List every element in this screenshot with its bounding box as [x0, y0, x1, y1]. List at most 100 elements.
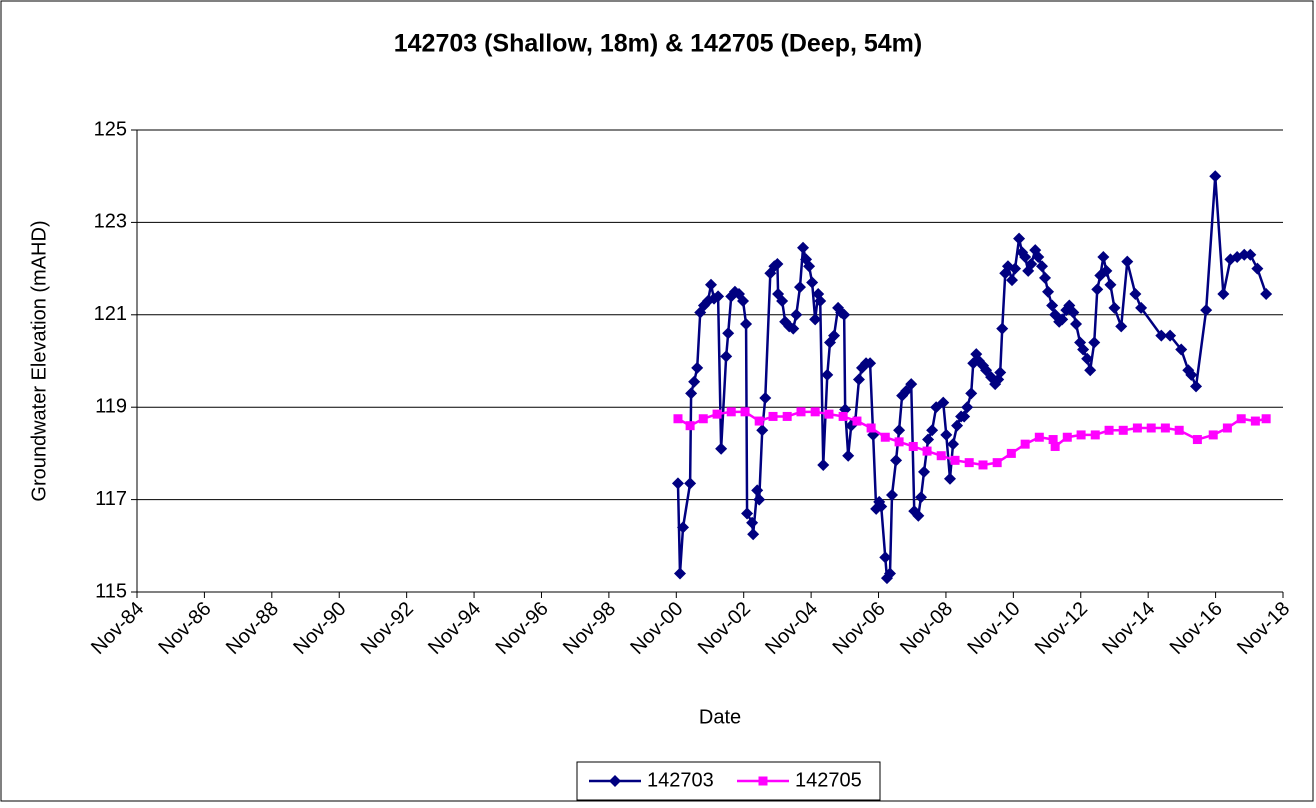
- marker: [809, 313, 822, 326]
- marker: [883, 567, 896, 580]
- marker: [677, 521, 690, 534]
- marker: [965, 387, 978, 400]
- y-tick-label: 123: [94, 211, 127, 233]
- marker: [996, 322, 1009, 335]
- marker: [671, 477, 684, 490]
- marker: [875, 500, 888, 513]
- marker: [1224, 253, 1237, 266]
- marker: [726, 407, 736, 417]
- marker: [879, 551, 892, 564]
- marker: [852, 373, 865, 386]
- marker: [740, 407, 750, 417]
- marker: [722, 327, 735, 340]
- marker: [964, 458, 974, 468]
- marker: [926, 424, 939, 437]
- marker: [1050, 441, 1060, 451]
- marker: [712, 290, 725, 303]
- marker: [1070, 318, 1083, 331]
- marker: [842, 449, 855, 462]
- marker: [951, 419, 964, 432]
- legend-label: 142705: [795, 769, 862, 791]
- marker: [1077, 343, 1090, 356]
- marker: [1009, 262, 1022, 275]
- marker: [1250, 416, 1260, 426]
- marker: [1076, 430, 1086, 440]
- marker: [737, 294, 750, 307]
- y-tick-label: 125: [94, 118, 127, 140]
- marker: [1013, 232, 1026, 245]
- marker: [1056, 313, 1069, 326]
- marker: [698, 414, 708, 424]
- marker: [937, 396, 950, 409]
- marker: [1238, 248, 1251, 261]
- marker: [1236, 414, 1246, 424]
- marker: [1200, 304, 1213, 317]
- x-axis-label: Date: [699, 706, 741, 728]
- marker: [685, 421, 695, 431]
- marker: [978, 460, 988, 470]
- marker: [796, 407, 806, 417]
- marker: [771, 257, 784, 270]
- y-tick-label: 119: [95, 395, 127, 417]
- marker: [705, 278, 718, 291]
- marker: [1091, 283, 1104, 296]
- marker: [803, 260, 816, 273]
- marker: [894, 437, 904, 447]
- marker: [814, 294, 827, 307]
- marker: [673, 414, 683, 424]
- marker: [1174, 425, 1184, 435]
- marker: [1222, 423, 1232, 433]
- y-axis-label: Groundwater Elevation (mAHD): [28, 220, 50, 501]
- marker: [741, 507, 754, 520]
- chart-title: 142703 (Shallow, 18m) & 142705 (Deep, 54…: [394, 30, 923, 58]
- marker: [922, 446, 932, 456]
- marker: [1006, 274, 1019, 287]
- marker: [1104, 425, 1114, 435]
- marker: [768, 411, 778, 421]
- marker: [715, 442, 728, 455]
- marker: [691, 361, 704, 374]
- marker: [824, 409, 834, 419]
- marker: [1046, 299, 1059, 312]
- marker: [821, 368, 834, 381]
- marker: [793, 281, 806, 294]
- marker: [609, 775, 621, 787]
- marker: [1129, 288, 1142, 301]
- marker: [1100, 264, 1113, 277]
- marker: [1032, 251, 1045, 264]
- marker: [947, 438, 960, 451]
- marker: [740, 318, 753, 331]
- marker: [992, 458, 1002, 468]
- marker: [1146, 423, 1156, 433]
- marker: [1260, 288, 1273, 301]
- marker: [787, 322, 800, 335]
- marker: [1209, 170, 1222, 183]
- y-tick-label: 115: [95, 580, 127, 602]
- marker: [908, 505, 921, 518]
- marker: [1084, 364, 1097, 377]
- marker: [751, 484, 764, 497]
- marker: [776, 294, 789, 307]
- marker: [1048, 435, 1058, 445]
- marker: [1155, 329, 1168, 342]
- marker: [1192, 435, 1202, 445]
- marker: [914, 491, 927, 504]
- marker: [747, 528, 760, 541]
- marker: [1164, 329, 1177, 342]
- marker: [1097, 251, 1110, 264]
- marker: [1190, 380, 1203, 393]
- marker: [674, 567, 687, 580]
- legend-label: 142703: [647, 769, 714, 791]
- marker: [1208, 430, 1218, 440]
- marker: [950, 455, 960, 465]
- y-tick-label: 117: [95, 488, 127, 510]
- marker: [759, 391, 772, 404]
- marker: [1118, 425, 1128, 435]
- marker: [1090, 430, 1100, 440]
- marker: [1217, 288, 1230, 301]
- marker: [1160, 423, 1170, 433]
- marker: [817, 458, 830, 471]
- marker: [864, 357, 877, 370]
